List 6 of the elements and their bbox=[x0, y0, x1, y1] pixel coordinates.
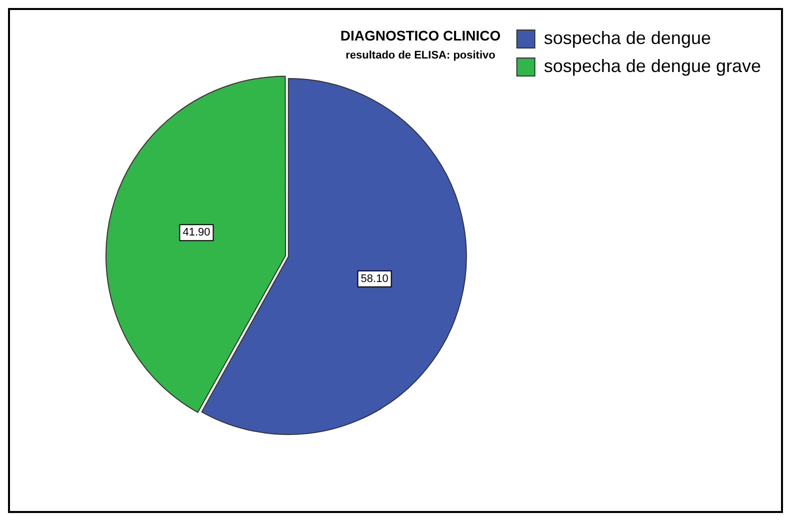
data-label: 58.10 bbox=[360, 272, 388, 285]
chart-title: DIAGNOSTICO CLINICO bbox=[340, 27, 501, 44]
data-label: 41.90 bbox=[182, 226, 210, 239]
legend-label: sospecha de dengue bbox=[544, 28, 711, 48]
text: resultado de ELISA: positivo bbox=[346, 49, 496, 62]
legend-label: sospecha de dengue grave bbox=[544, 56, 762, 76]
